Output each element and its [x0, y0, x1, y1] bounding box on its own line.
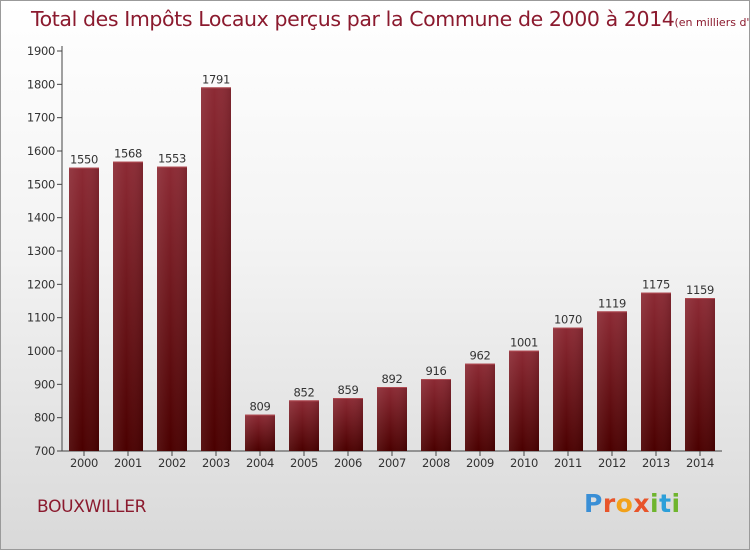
- y-tick-label: 1100: [27, 311, 55, 325]
- logo-letter: i: [650, 489, 660, 518]
- y-tick-label: 1700: [27, 111, 55, 125]
- bar-value-label: 962: [469, 349, 490, 363]
- bar-value-label: 1791: [202, 72, 230, 86]
- bar-shading: [377, 387, 407, 451]
- x-tick-label: 2012: [598, 456, 626, 470]
- y-tick-label: 700: [34, 444, 55, 458]
- bar-shading: [69, 167, 99, 451]
- bar-value-label: 892: [381, 372, 402, 386]
- x-tick-label: 2010: [510, 456, 538, 470]
- bar-shading: [465, 363, 495, 451]
- logo-letter: r: [602, 489, 616, 518]
- bar-shading: [509, 350, 539, 451]
- logo-letter: x: [633, 489, 650, 518]
- y-tick-label: 1800: [27, 77, 55, 91]
- commune-name: BOUXWILLER: [37, 497, 147, 517]
- y-tick-label: 1300: [27, 244, 55, 258]
- bar-shading: [201, 87, 231, 451]
- chart-bars: [69, 87, 715, 451]
- bar-shading: [245, 414, 275, 451]
- bar-value-label: 1175: [642, 278, 670, 292]
- bar-shading: [157, 166, 187, 451]
- x-tick-label: 2002: [158, 456, 186, 470]
- bar-value-label: 916: [425, 364, 446, 378]
- y-tick-label: 900: [34, 377, 55, 391]
- x-tick-label: 2013: [642, 456, 670, 470]
- bar-value-label: 1070: [554, 313, 582, 327]
- logo-letter: o: [615, 489, 634, 518]
- x-tick-label: 2004: [246, 456, 274, 470]
- logo-letter: t: [659, 489, 672, 518]
- bar-value-label: 1001: [510, 336, 538, 350]
- x-tick-label: 2014: [686, 456, 714, 470]
- x-tick-label: 2007: [378, 456, 406, 470]
- logo-letter: i: [671, 489, 681, 518]
- bar-shading: [553, 327, 583, 451]
- y-tick-label: 1900: [27, 44, 55, 58]
- bar-shading: [289, 400, 319, 451]
- bar-shading: [685, 298, 715, 451]
- bar-shading: [421, 379, 451, 451]
- bar-shading: [597, 311, 627, 451]
- logo-letter: P: [584, 489, 603, 518]
- y-tick-label: 1000: [27, 344, 55, 358]
- bar-shading: [333, 398, 363, 451]
- y-tick-label: 1600: [27, 144, 55, 158]
- bar-value-label: 852: [293, 385, 314, 399]
- y-tick-label: 1200: [27, 277, 55, 291]
- bar-value-label: 809: [249, 400, 270, 414]
- bar-value-label: 1119: [598, 296, 626, 310]
- bar-value-label: 1553: [158, 152, 186, 166]
- bar-value-label: 859: [337, 383, 358, 397]
- x-tick-label: 2008: [422, 456, 450, 470]
- y-tick-label: 1500: [27, 177, 55, 191]
- chart-axes: 700 800 900 1000 1100 1200 1300 1400 1500 1600 170…: [27, 44, 722, 470]
- y-tick-label: 800: [34, 411, 55, 425]
- bar-shading: [113, 161, 143, 451]
- x-tick-label: 2009: [466, 456, 494, 470]
- chart-title: Total des Impôts Locaux perçus par la Co…: [31, 7, 750, 31]
- bar-value-label: 1550: [70, 153, 98, 167]
- x-tick-label: 2003: [202, 456, 230, 470]
- x-tick-label: 2005: [290, 456, 318, 470]
- x-tick-label: 2011: [554, 456, 582, 470]
- y-tick-label: 1400: [27, 211, 55, 225]
- x-tick-label: 2001: [114, 456, 142, 470]
- x-tick-label: 2006: [334, 456, 362, 470]
- chart-title-text: Total des Impôts Locaux perçus par la Co…: [31, 7, 675, 31]
- proxiti-logo[interactable]: Proxiti: [584, 489, 681, 518]
- chart-title-unit: (en milliers d'€): [674, 16, 750, 29]
- chart-data-labels: 1550 1568 1553 1791 809 852 859 892 916 962 1001 10…: [70, 72, 714, 413]
- bar-shading: [641, 292, 671, 451]
- x-tick-label: 2000: [70, 456, 98, 470]
- bar-value-label: 1159: [686, 283, 714, 297]
- bar-value-label: 1568: [114, 147, 142, 161]
